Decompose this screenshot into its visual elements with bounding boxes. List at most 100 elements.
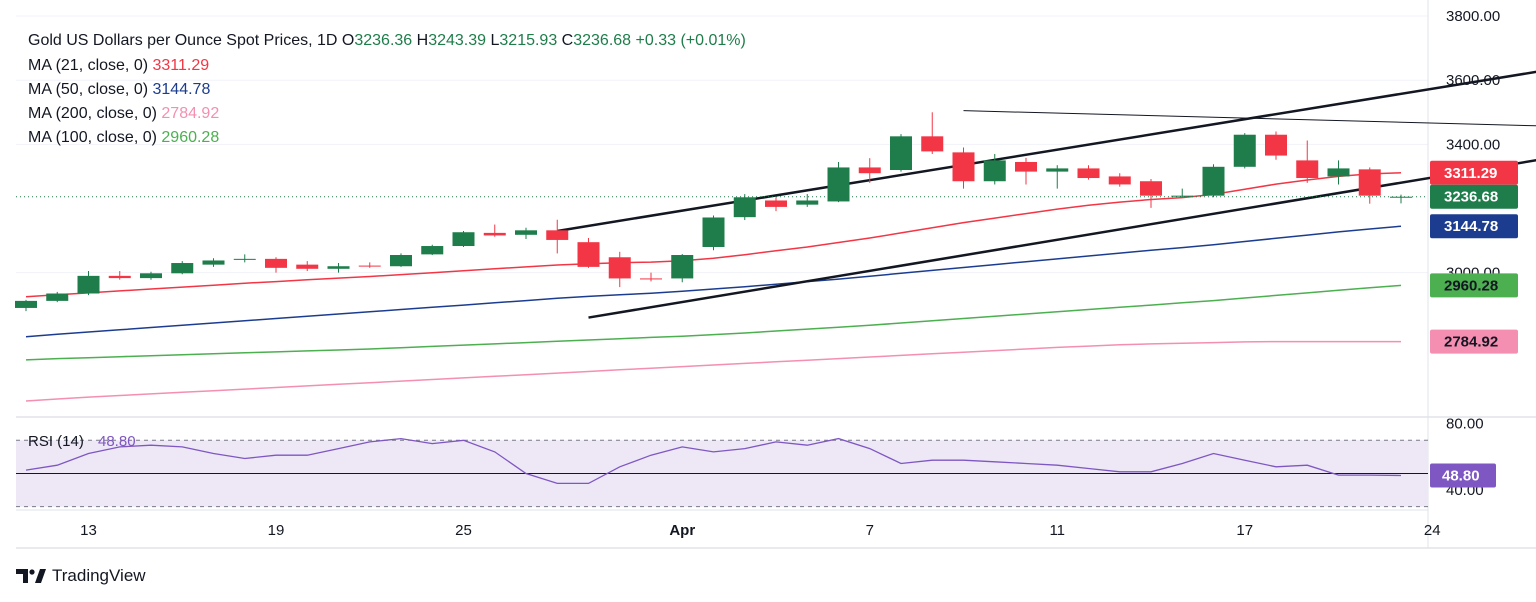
x-tick-label: 11 [1049, 522, 1065, 539]
price-badge-label: 2784.92 [1444, 334, 1498, 351]
candle[interactable] [1171, 195, 1194, 197]
price-chart[interactable]: 3800.003600.003400.003000.003311.293236.… [0, 0, 1536, 560]
x-tick-label: 7 [866, 522, 874, 539]
tradingview-logo-text: TradingView [52, 566, 146, 585]
candle[interactable] [671, 255, 694, 279]
candle[interactable] [1077, 168, 1100, 179]
legend-ma-value: 3144.78 [153, 81, 211, 98]
trendline-2[interactable] [588, 74, 1536, 319]
candle[interactable] [202, 260, 225, 265]
legend-title: Gold US Dollars per Ounce Spot Prices, 1… [28, 32, 342, 49]
legend-ma-label: MA (50, close, 0) [28, 81, 153, 98]
trendline-3[interactable] [963, 110, 1536, 140]
candle[interactable] [983, 160, 1006, 182]
x-tick-label: 19 [268, 522, 285, 539]
candle[interactable] [233, 258, 256, 260]
candle[interactable] [1140, 181, 1162, 196]
candle[interactable] [546, 230, 569, 240]
candle[interactable] [46, 293, 69, 301]
legend-ma-label: MA (200, close, 0) [28, 105, 161, 122]
candle[interactable] [1108, 176, 1131, 185]
candle[interactable] [1327, 168, 1350, 177]
ma21-line [25, 172, 1402, 298]
price-badge [1430, 214, 1518, 239]
rsi-badge [1430, 463, 1496, 488]
candle[interactable] [1233, 134, 1256, 167]
legend-ohlc-value: 3236.36 [354, 32, 416, 49]
rsi-legend-value: 48.80 [98, 433, 136, 450]
candle[interactable] [640, 278, 662, 280]
candle[interactable] [77, 275, 100, 294]
price-tick-label: 3800.00 [1446, 8, 1500, 25]
ma100-line [25, 284, 1402, 361]
tradingview-logo: TradingView [16, 566, 146, 586]
candle[interactable] [358, 265, 381, 267]
legend-ma-value: 2784.92 [161, 105, 219, 122]
candle[interactable] [327, 266, 350, 269]
candle[interactable] [296, 264, 319, 269]
x-tick-label: 17 [1236, 522, 1253, 539]
price-badge-label: 3311.29 [1444, 165, 1497, 182]
price-badge-label: 2960.28 [1444, 277, 1498, 294]
legend-ma-row: MA (50, close, 0) 3144.78 [28, 81, 210, 98]
price-badge-label: 3236.68 [1444, 189, 1498, 206]
candle[interactable] [515, 230, 537, 235]
legend-ohlc-key: C [562, 32, 574, 49]
ma50-line [25, 225, 1402, 338]
candle[interactable] [265, 258, 287, 268]
price-tick-label: 3600.00 [1446, 72, 1500, 89]
x-tick-label: 24 [1424, 522, 1441, 539]
x-tick-label: 13 [80, 522, 97, 539]
x-tick-label: Apr [669, 522, 695, 539]
rsi-tick-label: 80.00 [1446, 416, 1484, 433]
ma200-line [25, 340, 1401, 402]
rsi-legend-label: RSI (14) [28, 433, 84, 450]
candle[interactable] [1015, 161, 1037, 172]
candle[interactable] [827, 167, 850, 202]
rsi-badge-label: 48.80 [1442, 467, 1480, 484]
candle[interactable] [702, 217, 725, 247]
candle[interactable] [952, 152, 975, 182]
rsi-line [25, 437, 1402, 485]
legend-ohlc-key: L [490, 32, 499, 49]
candle[interactable] [733, 197, 756, 218]
candle[interactable] [1358, 169, 1381, 196]
legend-ma-label: MA (21, close, 0) [28, 57, 153, 74]
price-badge [1430, 329, 1518, 354]
candle[interactable] [390, 255, 412, 267]
legend-ma-value: 2960.28 [161, 129, 219, 146]
candle[interactable] [1202, 166, 1225, 196]
candle[interactable] [921, 136, 944, 152]
x-tick-label: 25 [455, 522, 472, 539]
legend-ma-row: MA (200, close, 0) 2784.92 [28, 105, 219, 122]
trendline-1[interactable] [557, 0, 1536, 233]
candle[interactable] [171, 263, 194, 274]
candle[interactable] [1046, 168, 1069, 172]
price-badge-label: 3144.78 [1444, 218, 1498, 235]
legend-change: +0.33 (+0.01%) [636, 32, 746, 49]
candle[interactable] [890, 136, 912, 171]
candle[interactable] [452, 232, 475, 247]
candle[interactable] [858, 167, 881, 174]
price-badge [1430, 273, 1518, 298]
candle[interactable] [108, 275, 131, 279]
candle[interactable] [1265, 134, 1287, 156]
candle[interactable] [15, 300, 37, 308]
candle[interactable] [577, 242, 600, 267]
candle[interactable] [140, 273, 162, 279]
legend-ohlc-key: O [342, 32, 354, 49]
legend-header: Gold US Dollars per Ounce Spot Prices, 1… [28, 32, 746, 49]
candle[interactable] [608, 257, 631, 279]
legend-ma-row: MA (100, close, 0) 2960.28 [28, 129, 219, 146]
candle[interactable] [483, 232, 506, 236]
legend-ohlc-value: 3236.68 [573, 32, 635, 49]
legend-ma-value: 3311.29 [153, 57, 210, 74]
candle[interactable] [1296, 160, 1319, 179]
legend-ohlc-value: 3243.39 [428, 32, 490, 49]
price-badge [1430, 160, 1518, 185]
candle[interactable] [421, 246, 444, 255]
candle[interactable] [796, 200, 819, 205]
legend-ma-row: MA (21, close, 0) 3311.29 [28, 57, 209, 74]
candle[interactable] [765, 200, 787, 207]
